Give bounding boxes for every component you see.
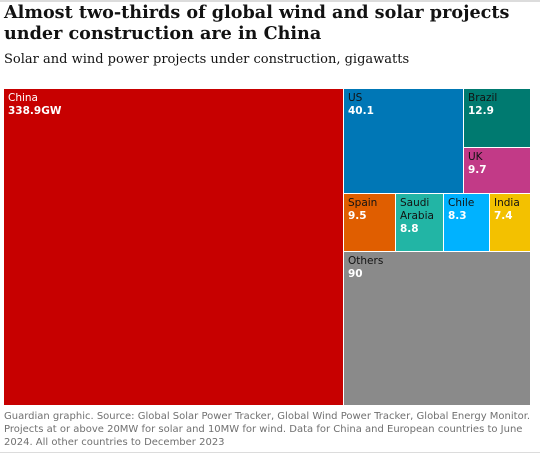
chart-title: Almost two-thirds of global wind and sol… — [4, 2, 510, 44]
tile-label-saudi: Saudi Arabia — [400, 197, 434, 222]
tile-value-spain: 9.5 — [348, 210, 367, 222]
tile-value-us: 40.1 — [348, 105, 374, 117]
top-rule — [0, 0, 540, 2]
tile-label-brazil: Brazil — [468, 92, 498, 104]
tile-value-others: 90 — [348, 268, 363, 280]
treemap-chart: China 338.9GW US 40.1 Brazil 12.9 UK 9.7 Spain 9.… — [4, 89, 536, 405]
treemap-tile-chile: Chile 8.3 — [444, 194, 489, 251]
treemap-tile-india: India 7.4 — [490, 194, 530, 251]
bottom-rule — [0, 452, 540, 453]
tile-label-india: India — [494, 197, 520, 209]
tile-label-uk: UK — [468, 151, 483, 163]
chart-subtitle: Solar and wind power projects under cons… — [4, 52, 410, 67]
tile-label-china: China — [8, 92, 38, 104]
tile-value-brazil: 12.9 — [468, 105, 494, 117]
tile-label-chile: Chile — [448, 197, 475, 209]
treemap-tile-brazil: Brazil 12.9 — [464, 89, 530, 147]
tile-value-india: 7.4 — [494, 210, 513, 222]
tile-value-chile: 8.3 — [448, 210, 467, 222]
treemap-tile-others: Others 90 — [344, 252, 530, 405]
tile-label-us: US — [348, 92, 363, 104]
source-note: Guardian graphic. Source: Global Solar P… — [4, 411, 531, 448]
treemap-tile-spain: Spain 9.5 — [344, 194, 395, 251]
tile-value-uk: 9.7 — [468, 164, 487, 176]
tile-value-china: 338.9GW — [8, 105, 62, 117]
tile-value-saudi: 8.8 — [400, 223, 419, 235]
tile-label-others: Others — [348, 255, 384, 267]
treemap-tile-china: China 338.9GW — [4, 89, 343, 405]
treemap-tile-saudi: Saudi Arabia 8.8 — [396, 194, 443, 251]
tile-label-spain: Spain — [348, 197, 378, 209]
treemap-tile-us: US 40.1 — [344, 89, 463, 193]
treemap-tile-uk: UK 9.7 — [464, 148, 530, 193]
